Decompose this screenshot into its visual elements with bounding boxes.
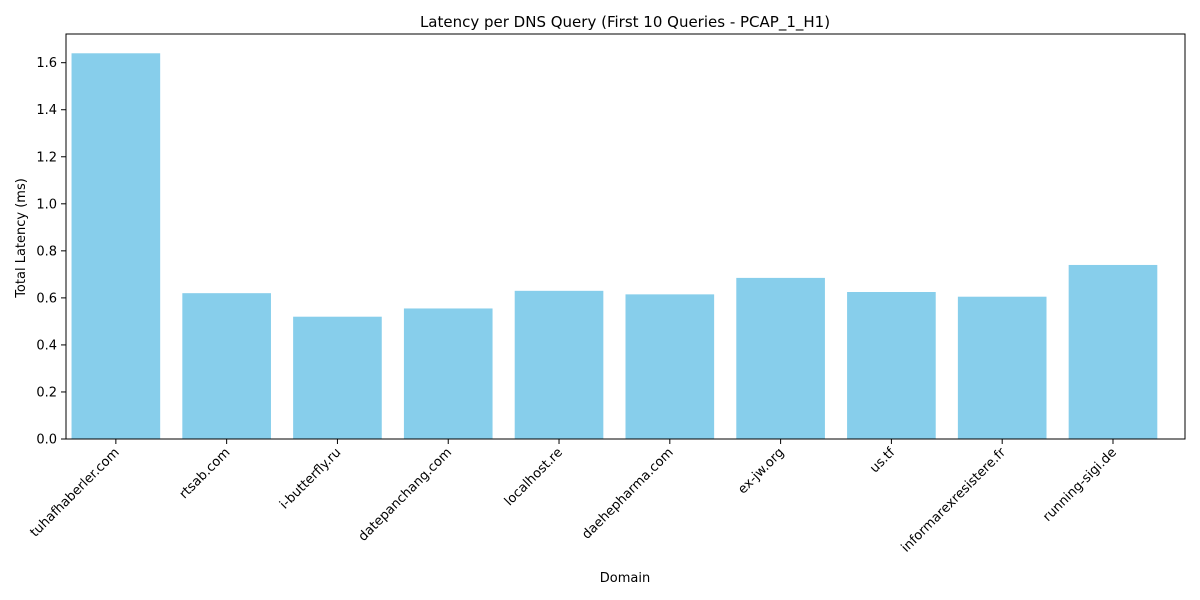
- bar-7: [847, 292, 936, 439]
- x-tick-label: informarexresistere.fr: [899, 445, 1010, 556]
- x-tick-label: running-sigi.de: [1040, 445, 1120, 525]
- y-axis-ticks: 0.0 0.2 0.4 0.6 0.8 1.0 1.2 1.4 1.6: [36, 56, 66, 448]
- bar-3: [403, 308, 493, 439]
- y-tick-label: 1.2: [36, 150, 57, 165]
- y-tick-label: 1.6: [36, 56, 57, 71]
- x-tick-label: tuhafhaberler.com: [28, 445, 123, 540]
- bar-4: [514, 290, 604, 439]
- bar-1: [182, 293, 271, 439]
- bar-9: [1068, 264, 1158, 439]
- x-tick-label: localhost.re: [502, 445, 566, 509]
- x-tick-label: us.tf: [867, 445, 898, 476]
- y-tick-label: 0.6: [36, 291, 57, 306]
- x-tick-label: datepanchang.com: [356, 445, 455, 544]
- bar-0: [71, 53, 161, 440]
- x-tick-label: daehepharma.com: [579, 445, 676, 542]
- x-tick-label: i-butterfly.ru: [277, 445, 344, 512]
- x-tick-label: ex-jw.org: [735, 445, 787, 497]
- y-tick-label: 0.2: [36, 385, 57, 400]
- bars-group: [71, 53, 1158, 440]
- bar-2: [293, 316, 382, 439]
- y-tick-label: 0.0: [36, 433, 57, 448]
- bar-8: [957, 296, 1047, 439]
- y-axis-label: Total Latency (ms): [14, 178, 29, 299]
- x-axis-label: Domain: [600, 571, 650, 586]
- bar-6: [736, 277, 825, 439]
- x-axis-ticks: tuhafhaberler.com rtsab.com i-butterfly.ru…: [28, 439, 1120, 556]
- y-tick-label: 0.8: [36, 244, 57, 259]
- bar-5: [625, 294, 715, 439]
- plot-frame: [65, 33, 1186, 440]
- x-tick-label: rtsab.com: [177, 445, 234, 502]
- y-tick-label: 1.0: [36, 197, 57, 212]
- y-tick-label: 0.4: [36, 338, 57, 353]
- chart-title: Latency per DNS Query (First 10 Queries …: [420, 13, 830, 32]
- y-tick-label: 1.4: [36, 103, 57, 118]
